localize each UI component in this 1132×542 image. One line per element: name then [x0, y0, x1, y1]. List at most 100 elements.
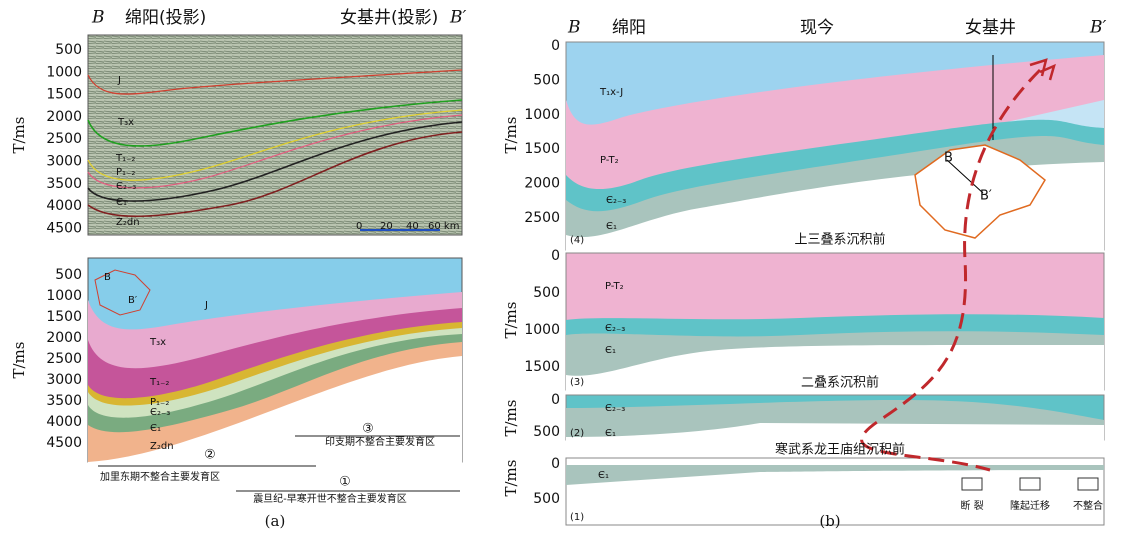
y-tick-label: 500	[533, 424, 560, 440]
y-tick-label: 0	[551, 456, 560, 472]
y-tick-label: 2500	[524, 210, 560, 226]
y-tick-label: 1500	[46, 87, 82, 103]
layer-label: T₁x-J	[599, 87, 623, 98]
axis-label: T/ms	[502, 302, 520, 339]
zone-label: 印支期不整合主要发育区	[325, 435, 435, 448]
y-tick-label: 2000	[524, 176, 560, 192]
layer-label: Є₁	[606, 221, 617, 232]
y-tick-label: 4000	[46, 198, 82, 214]
section-number: (4)	[570, 235, 584, 246]
y-tick-label: 3000	[46, 372, 82, 388]
axis-label: T/ms	[502, 400, 520, 437]
y-tick-label: 1000	[524, 322, 560, 338]
y-tick-label: 3500	[46, 393, 82, 409]
layer-label: Є₁	[150, 423, 161, 434]
y-tick-label: 0	[551, 392, 560, 408]
y-tick-label: 1000	[524, 107, 560, 123]
scale-label: 0	[356, 221, 362, 232]
layer-label: Є₂₋₃	[116, 181, 136, 192]
y-tick-label: 4500	[46, 435, 82, 451]
well-label: 女基井(投影)	[340, 8, 438, 28]
inset-label: B′	[128, 295, 138, 306]
axis-label: T/ms	[10, 117, 28, 154]
layer-label: J	[204, 300, 208, 311]
well-label: 女基井	[965, 18, 1016, 38]
zone-label: 震旦纪-早寒开世不整合主要发育区	[253, 492, 407, 505]
y-tick-label: 1500	[524, 141, 560, 157]
evolution-sections	[565, 41, 1105, 526]
y-tick-label: 500	[533, 72, 560, 88]
layer-label: T₃x	[149, 337, 166, 348]
zone-number: ①	[339, 475, 351, 490]
scale-label: 40	[406, 221, 419, 232]
layer-label: J	[117, 75, 121, 86]
y-tick-label: 500	[533, 491, 560, 507]
end-label: B	[91, 8, 105, 28]
layer-label: Є₁	[605, 345, 616, 356]
stage-label: 现今	[800, 18, 834, 38]
layer-label: P₁₋₂	[150, 397, 169, 408]
axis-label: T/ms	[10, 342, 28, 379]
zone-label: 加里东期不整合主要发育区	[100, 470, 220, 483]
layer-label: T₃x	[117, 117, 134, 128]
y-tick-label: 2500	[46, 131, 82, 147]
end-label: B′	[449, 8, 466, 28]
y-tick-label: 2500	[46, 351, 82, 367]
legend-label: 断 裂	[960, 499, 983, 512]
section-caption: 寒武系龙王庙组沉积前	[775, 442, 905, 458]
y-tick-label: 500	[533, 285, 560, 301]
caption: (b)	[819, 512, 840, 530]
y-tick-label: 3000	[46, 154, 82, 170]
end-label: B′	[1089, 18, 1106, 38]
layer-label: Є₁	[116, 197, 127, 208]
section-number: (1)	[570, 512, 584, 523]
layer-label: P-T₂	[605, 281, 624, 292]
seismic-section	[87, 34, 463, 236]
inset-label: B	[104, 272, 111, 283]
end-label: B	[567, 18, 581, 38]
legend-label: 隆起迁移	[1010, 499, 1050, 512]
section-caption: 上三叠系沉积前	[794, 232, 885, 248]
axis-label: T/ms	[502, 460, 520, 497]
layer-label: Є₂₋₃	[605, 323, 625, 334]
y-tick-label: 2000	[46, 330, 82, 346]
y-tick-label: 500	[55, 267, 82, 283]
layer-label: Є₁	[598, 470, 609, 481]
layer-label: Є₂₋₃	[606, 195, 626, 206]
caption: (a)	[265, 512, 286, 530]
y-tick-label: 2000	[46, 109, 82, 125]
y-tick-label: 3500	[46, 176, 82, 192]
y-tick-label: 4500	[46, 220, 82, 236]
layer-label: Z₂dn	[116, 217, 140, 228]
y-tick-label: 1500	[46, 309, 82, 325]
zone-number: ②	[204, 448, 216, 463]
legend-label: 不整合	[1073, 499, 1103, 512]
layer-label: Є₂₋₃	[605, 403, 625, 414]
y-tick-label: 500	[55, 42, 82, 58]
geologic-model	[87, 257, 463, 492]
inset-label: B′	[980, 189, 992, 204]
section-caption: 二叠系沉积前	[801, 375, 879, 391]
well-label: 绵阳	[612, 18, 646, 38]
layer-label: P₁₋₂	[116, 167, 135, 178]
layer-label: Є₂₋₃	[150, 407, 170, 418]
inset-label: B	[944, 151, 953, 166]
axis-label: T/ms	[502, 117, 520, 154]
zone-number: ③	[362, 422, 374, 437]
layer-label: Z₂dn	[150, 441, 174, 452]
y-tick-label: 0	[551, 248, 560, 264]
y-tick-label: 4000	[46, 414, 82, 430]
layer-label: Є₁	[605, 428, 616, 439]
scale-label: 20	[380, 221, 393, 232]
layer-label: T₁₋₂	[115, 153, 135, 164]
y-tick-label: 1000	[46, 288, 82, 304]
y-tick-label: 0	[551, 38, 560, 54]
scale-label: 60 km	[428, 221, 459, 232]
layer-label: P-T₂	[600, 155, 619, 166]
section-number: (3)	[570, 377, 584, 388]
well-label: 绵阳(投影)	[125, 8, 206, 28]
y-tick-label: 1500	[524, 359, 560, 375]
y-tick-label: 1000	[46, 64, 82, 80]
section-number: (2)	[570, 428, 584, 439]
